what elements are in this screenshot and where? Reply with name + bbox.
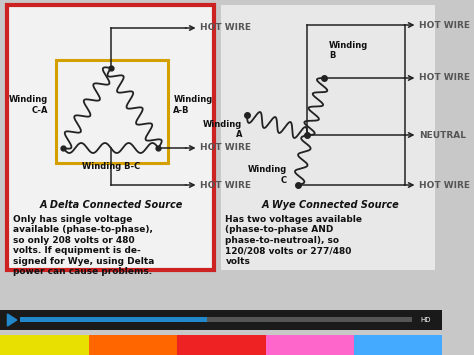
Text: Winding
A: Winding A: [203, 120, 242, 140]
Text: Winding B-C: Winding B-C: [82, 162, 140, 171]
Text: Has two voltages available
(phase-to-phase AND
phase-to-neutroal), so
120/208 vo: Has two voltages available (phase-to-pha…: [226, 215, 363, 266]
Text: HOT WIRE: HOT WIRE: [201, 143, 251, 153]
Bar: [89, 335, 177, 355]
Text: A Wye Connected Source: A Wye Connected Source: [262, 200, 400, 210]
Text: A Delta Connected Source: A Delta Connected Source: [39, 200, 182, 210]
Text: Winding
C: Winding C: [248, 165, 287, 185]
Bar: [20, 317, 207, 322]
Bar: [20, 317, 412, 322]
Bar: [0, 335, 89, 355]
Bar: [177, 335, 265, 355]
Bar: [56, 60, 168, 163]
Bar: [20, 317, 207, 322]
Text: NEUTRAL: NEUTRAL: [419, 131, 466, 140]
Bar: [8, 5, 214, 270]
Polygon shape: [8, 314, 17, 326]
Bar: [221, 5, 435, 270]
Text: Winding
C-A: Winding C-A: [9, 95, 48, 115]
Text: Winding
B: Winding B: [329, 40, 368, 60]
Text: Only has single voltage
available (phase-to-phase),
so only 208 volts or 480
vol: Only has single voltage available (phase…: [13, 215, 155, 276]
Bar: [0, 310, 442, 330]
Text: Winding
A-B: Winding A-B: [173, 95, 212, 115]
Bar: [265, 335, 354, 355]
Text: HD: HD: [420, 317, 430, 323]
Text: HOT WIRE: HOT WIRE: [201, 23, 251, 33]
Text: HOT WIRE: HOT WIRE: [201, 180, 251, 190]
Text: HOT WIRE: HOT WIRE: [419, 73, 470, 82]
Text: HOT WIRE: HOT WIRE: [419, 180, 470, 190]
Text: HOT WIRE: HOT WIRE: [419, 21, 470, 29]
Bar: [354, 335, 443, 355]
